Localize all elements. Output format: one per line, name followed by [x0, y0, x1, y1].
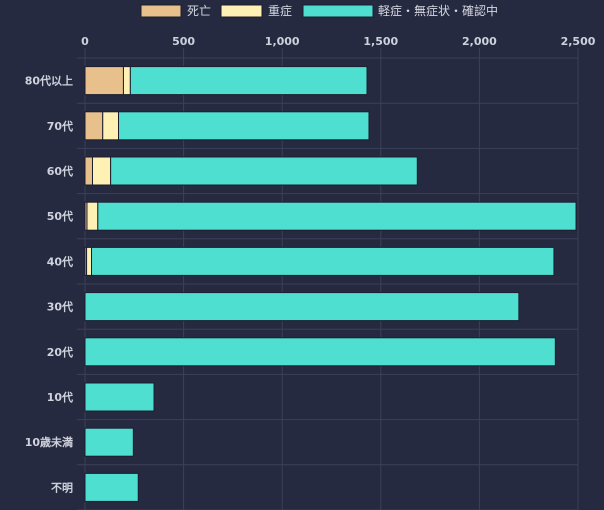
y-tick-label-2: 60代 — [47, 164, 73, 178]
bar-1-series-2[interactable] — [118, 111, 370, 141]
bar-2-series-0[interactable] — [84, 156, 93, 186]
bar-6-series-2[interactable] — [84, 337, 556, 367]
legend-swatch-2[interactable] — [302, 4, 374, 18]
bar-4-series-2[interactable] — [91, 246, 555, 276]
bars — [84, 66, 577, 502]
x-tick-label-3: 1,500 — [363, 35, 398, 48]
bar-1-series-0[interactable] — [84, 111, 104, 141]
bar-0-series-2[interactable] — [129, 66, 368, 96]
y-tick-label-9: 不明 — [51, 481, 73, 494]
bar-8-series-2[interactable] — [84, 427, 134, 457]
bar-4-series-1[interactable] — [86, 246, 93, 276]
x-axis-ticks: 0 500 1,000 1,500 2,000 2,500 — [81, 35, 596, 48]
bar-3-series-1[interactable] — [86, 201, 99, 231]
legend-label-1[interactable]: 重症 — [268, 3, 292, 18]
bar-7-series-2[interactable] — [84, 382, 155, 412]
x-tick-label-0: 0 — [81, 35, 89, 48]
legend: 死亡 重症 軽症・無症状・確認中 — [140, 3, 498, 18]
bar-2-series-1[interactable] — [91, 156, 112, 186]
x-tick-label-4: 2,000 — [462, 35, 497, 48]
bar-0-series-0[interactable] — [84, 66, 124, 96]
x-tick-label-1: 500 — [172, 35, 195, 48]
x-tick-label-5: 2,500 — [561, 35, 596, 48]
y-tick-label-7: 10代 — [47, 390, 73, 404]
bar-5-series-2[interactable] — [84, 292, 520, 322]
bar-0-series-1[interactable] — [122, 66, 131, 96]
y-tick-label-0: 80代以上 — [25, 74, 73, 88]
legend-swatch-1[interactable] — [220, 4, 263, 18]
bar-3-series-2[interactable] — [97, 201, 577, 231]
bar-2-series-2[interactable] — [110, 156, 418, 186]
y-tick-label-5: 30代 — [47, 300, 73, 314]
bar-9-series-2[interactable] — [84, 472, 139, 502]
y-tick-label-1: 70代 — [47, 119, 73, 133]
y-tick-label-3: 50代 — [47, 209, 73, 223]
x-tick-label-2: 1,000 — [265, 35, 300, 48]
legend-label-2[interactable]: 軽症・無症状・確認中 — [378, 3, 498, 18]
y-tick-label-4: 40代 — [47, 254, 73, 268]
legend-label-0[interactable]: 死亡 — [187, 4, 211, 18]
legend-swatch-0[interactable] — [140, 4, 182, 18]
y-tick-label-6: 20代 — [47, 345, 73, 359]
y-tick-label-8: 10歳未満 — [25, 435, 73, 449]
bar-1-series-1[interactable] — [102, 111, 120, 141]
